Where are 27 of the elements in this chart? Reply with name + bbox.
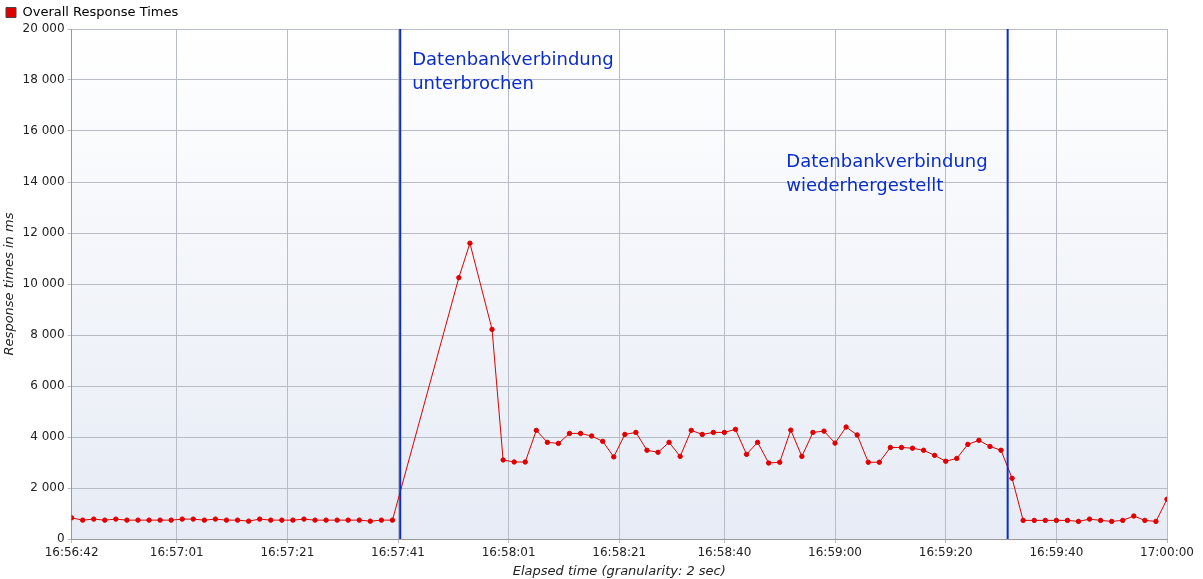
y-tick-label: 6 000	[30, 378, 65, 393]
y-tick-label: 20 000	[22, 21, 65, 36]
x-tick-label: 16:58:40	[697, 545, 752, 560]
legend-label: Overall Response Times	[22, 3, 179, 19]
x-tick-label: 16:57:01	[149, 545, 204, 560]
y-tick-label: 10 000	[22, 276, 65, 291]
y-tick-label: 8 000	[30, 327, 65, 342]
y-axis-title: Response times in ms	[1, 212, 17, 356]
y-tick-label: 4 000	[30, 429, 65, 444]
y-tick-label: 14 000	[22, 174, 65, 189]
y-tick-label: 12 000	[22, 225, 65, 240]
x-tick-label: 16:58:21	[592, 545, 647, 560]
x-tick-label: 17:00:00	[1140, 545, 1194, 560]
y-tick-label: 0	[56, 531, 65, 546]
x-tick-label: 16:57:41	[371, 545, 425, 560]
x-tick-label: 16:57:21	[260, 545, 315, 560]
x-tick-label: 16:58:01	[481, 545, 536, 560]
x-axis-title: Elapsed time (granularity: 2 sec)	[512, 562, 726, 578]
y-tick-label: 2 000	[30, 480, 65, 495]
ref-line-label: Datenbankverbindung unterbrochen	[412, 47, 614, 93]
x-tick-label: 16:59:40	[1029, 545, 1084, 560]
y-tick-label: 16 000	[22, 123, 65, 138]
ref-line-label: Datenbankverbindung wiederhergestellt	[786, 149, 988, 195]
x-tick-label: 16:56:42	[44, 545, 99, 560]
x-tick-label: 16:59:20	[918, 545, 973, 560]
x-tick-label: 16:59:00	[808, 545, 862, 560]
y-tick-label: 18 000	[22, 72, 65, 87]
